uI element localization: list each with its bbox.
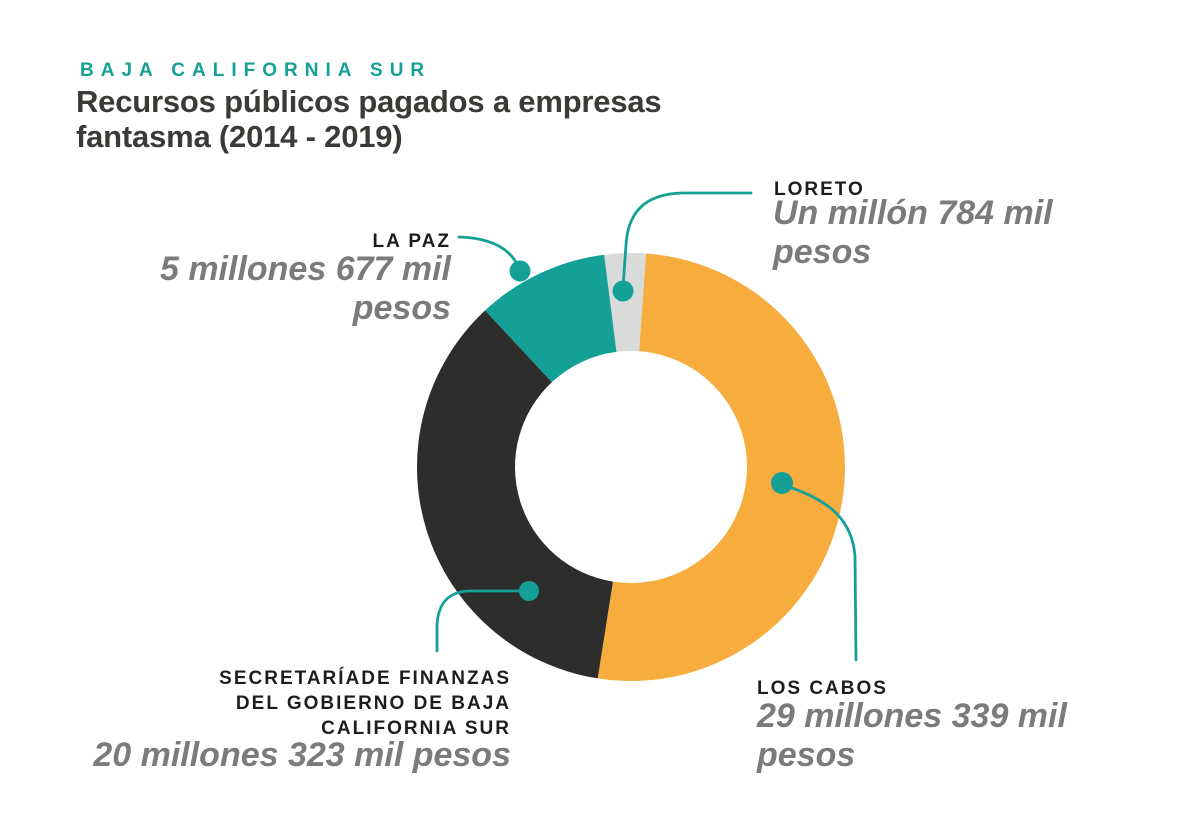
los-cabos-callout-line xyxy=(787,485,858,662)
donut-segments xyxy=(416,252,845,681)
los-cabos-label: LOS CABOS xyxy=(757,678,888,699)
secretaria-label-line1: SECRETARÍADE FINANZAS xyxy=(219,668,511,689)
la-paz-value: 5 millones 677 mil pesos xyxy=(160,250,451,328)
la-paz-value-line2: pesos xyxy=(352,289,451,327)
la-paz-value-line1: 5 millones 677 mil xyxy=(159,250,451,288)
region-kicker: BAJA CALIFORNIA SUR xyxy=(80,60,432,81)
los-cabos-value-line2: pesos xyxy=(757,736,856,774)
chart-title: Recursos públicos pagados a empresas fan… xyxy=(76,84,662,154)
secretaria-value: 20 millones 323 mil pesos xyxy=(93,736,511,774)
callout-dots xyxy=(509,260,793,601)
secretaria-callout-dot xyxy=(519,581,539,601)
loreto-callout-dot xyxy=(612,280,634,302)
los-cabos-callout-dot xyxy=(771,472,793,494)
donut-segment-los-cabos xyxy=(597,253,845,681)
callout-lines xyxy=(435,191,858,662)
secretaria-label: SECRETARÍADE FINANZAS DEL GOBIERNO DE BA… xyxy=(219,666,511,741)
loreto-value: Un millón 784 mil pesos xyxy=(773,194,1053,272)
loreto-value-line1: Un millón 784 mil xyxy=(773,194,1053,232)
donut-segment-la-paz xyxy=(485,254,617,383)
los-cabos-value: 29 millones 339 mil pesos xyxy=(757,697,1067,775)
donut-segment-loreto xyxy=(604,252,647,352)
secretaria-label-line2: DEL GOBIERNO DE BAJA xyxy=(235,693,511,714)
chart-title-line1: Recursos públicos pagados a empresas xyxy=(76,84,662,119)
secretaria-callout-line xyxy=(435,589,523,653)
loreto-value-line2: pesos xyxy=(773,233,872,271)
los-cabos-value-line1: 29 millones 339 mil xyxy=(757,697,1067,735)
loreto-label: LORETO xyxy=(774,179,865,200)
la-paz-label: LA PAZ xyxy=(372,231,451,252)
la-paz-callout-line xyxy=(457,235,520,268)
loreto-callout-line xyxy=(621,191,753,289)
secretaria-label-line3: CALIFORNIA SUR xyxy=(321,718,511,739)
la-paz-callout-dot xyxy=(509,260,531,282)
chart-title-line2: fantasma (2014 - 2019) xyxy=(76,119,403,154)
donut-segment-secretaria-finanzas xyxy=(416,310,613,679)
